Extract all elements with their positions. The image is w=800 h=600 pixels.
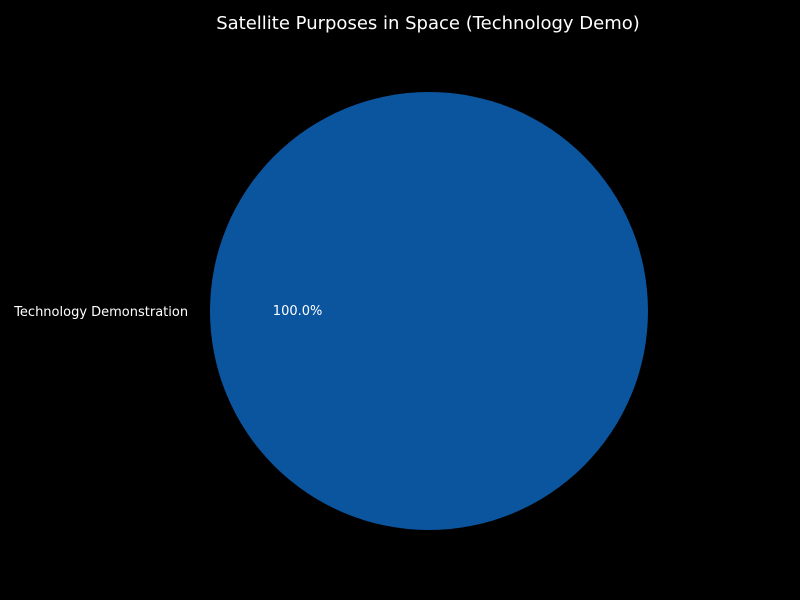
chart-title: Satellite Purposes in Space (Technology …	[216, 13, 640, 34]
pie-slice	[210, 92, 648, 530]
pie-slices	[210, 92, 648, 530]
slice-percent-label: 100.0%	[273, 304, 323, 319]
slice-category-label: Technology Demonstration	[13, 305, 188, 320]
pie-labels: Technology Demonstration 100.0%	[13, 304, 322, 320]
